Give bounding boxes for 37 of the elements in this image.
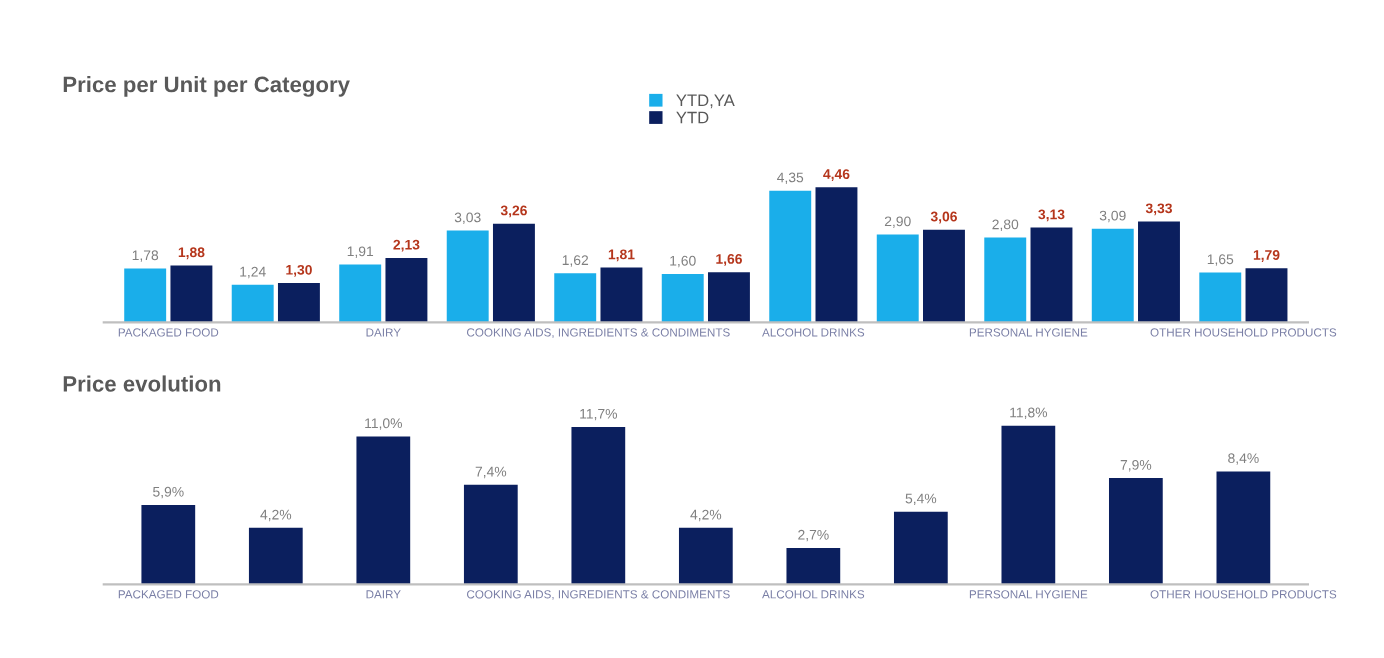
bar bbox=[231, 284, 274, 323]
bar bbox=[1030, 227, 1073, 323]
bar bbox=[356, 436, 411, 585]
legend-label: YTD,YA bbox=[676, 94, 735, 109]
bar bbox=[1245, 268, 1288, 323]
bar bbox=[492, 223, 535, 323]
bar bbox=[893, 511, 948, 585]
chart-title: Price evolution bbox=[63, 375, 221, 392]
bar bbox=[571, 427, 626, 585]
bar bbox=[277, 283, 320, 323]
bar bbox=[446, 230, 489, 323]
bar bbox=[554, 273, 597, 323]
bar bbox=[248, 527, 303, 585]
chart-title: Price per Unit per Category bbox=[63, 76, 350, 97]
bar bbox=[707, 272, 750, 323]
bar bbox=[141, 504, 196, 585]
bar bbox=[1091, 228, 1134, 323]
bar bbox=[170, 265, 213, 323]
bar bbox=[1108, 478, 1163, 585]
bar bbox=[923, 229, 965, 323]
bar bbox=[339, 264, 382, 323]
bar bbox=[786, 548, 841, 585]
bar bbox=[124, 268, 167, 323]
bar bbox=[1199, 272, 1242, 323]
bar bbox=[769, 190, 812, 323]
bar bbox=[876, 234, 919, 323]
bar bbox=[984, 237, 1027, 323]
bar bbox=[815, 187, 858, 323]
legend-label: YTD bbox=[676, 111, 709, 124]
bar bbox=[1001, 425, 1056, 585]
bar bbox=[1138, 221, 1180, 323]
bar bbox=[661, 273, 704, 323]
bar bbox=[600, 267, 643, 323]
bar bbox=[463, 484, 518, 585]
bar bbox=[385, 257, 428, 323]
bar bbox=[1216, 471, 1271, 585]
bar bbox=[678, 527, 733, 585]
